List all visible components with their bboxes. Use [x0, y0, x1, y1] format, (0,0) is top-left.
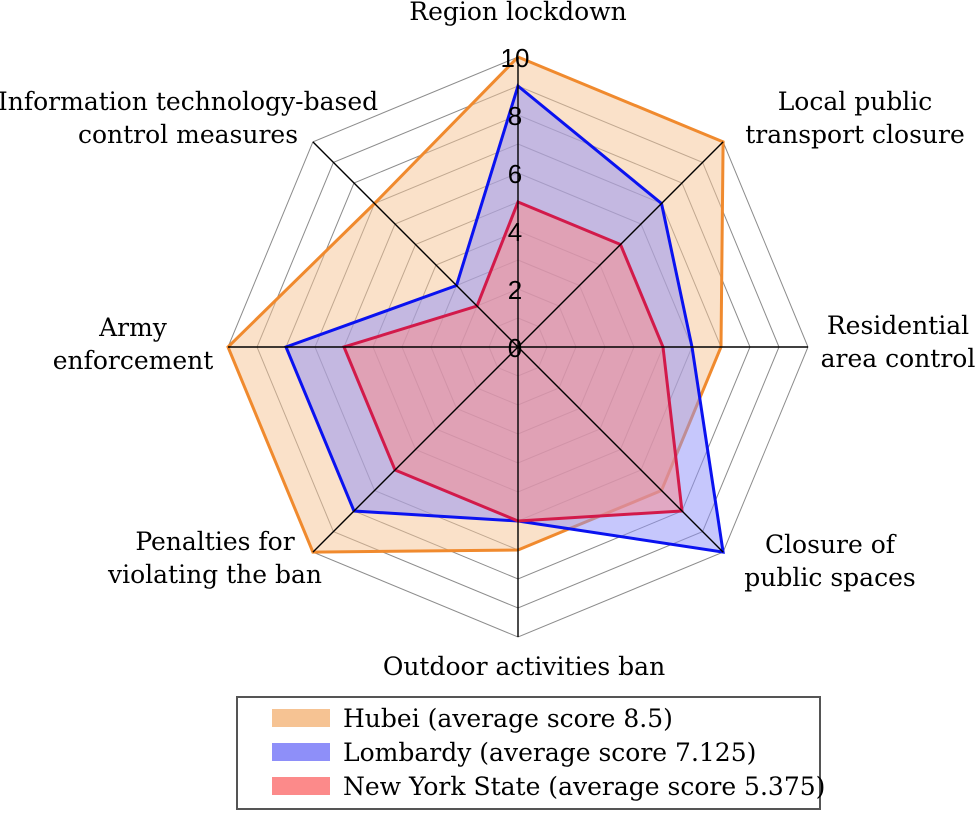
category-label: Closure of public spaces: [744, 530, 915, 592]
category-label: Region lockdown: [409, 0, 626, 26]
category-label: Outdoor activities ban: [383, 652, 665, 681]
legend-label: New York State (average score 5.375): [343, 772, 825, 801]
tick-label: 10: [501, 43, 530, 73]
category-label: Information technology-based control meas…: [0, 87, 378, 149]
category-label: Residential area control: [821, 311, 976, 373]
radial-tick-labels: 0 2 4 6 8 10: [501, 43, 530, 363]
category-labels: Region lockdown Local public transport clo…: [0, 0, 975, 681]
category-label: Penalties for violating the ban: [107, 527, 322, 589]
tick-label: 6: [508, 159, 522, 189]
legend-swatch: [272, 743, 330, 761]
legend: Hubei (average score 8.5) Lombardy (avera…: [236, 696, 825, 810]
legend-swatch: [272, 777, 330, 795]
legend-label: Hubei (average score 8.5): [343, 704, 673, 733]
legend-box: [236, 696, 821, 810]
axis-spoke: [517, 346, 724, 553]
tick-label: 8: [508, 101, 522, 131]
tick-label: 0: [508, 333, 522, 363]
radar-spokes: [228, 57, 808, 637]
axis-spoke: [517, 141, 724, 348]
legend-label: Lombardy (average score 7.125): [343, 738, 756, 767]
legend-swatch: [272, 709, 330, 727]
axis-spoke: [312, 346, 519, 553]
tick-label: 2: [508, 275, 522, 305]
tick-label: 4: [508, 217, 522, 247]
category-label: Army enforcement: [53, 313, 214, 375]
axis-spoke: [312, 141, 519, 348]
category-label: Local public transport closure: [745, 87, 965, 149]
